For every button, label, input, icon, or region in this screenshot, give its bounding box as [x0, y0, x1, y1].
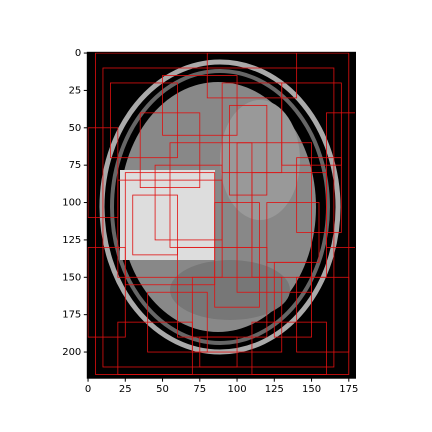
y-tick-label: 175 — [62, 310, 81, 321]
bounding-box — [199, 336, 238, 368]
y-tick-label: 150 — [62, 272, 81, 283]
y-tick-label: 50 — [69, 123, 82, 134]
x-tick-label: 50 — [156, 384, 169, 395]
y-tick-label: 75 — [69, 160, 82, 171]
x-tick-label: 150 — [302, 384, 321, 395]
bounding-box — [87, 246, 126, 338]
y-tick-label: 200 — [62, 347, 81, 358]
x-tick-label: 175 — [339, 384, 358, 395]
x-tick-label: 100 — [227, 384, 246, 395]
bounding-box — [87, 127, 119, 218]
x-tick-label: 125 — [265, 384, 284, 395]
bounding-box — [229, 104, 268, 196]
y-tick-label: 25 — [69, 85, 82, 96]
bounding-box — [251, 321, 327, 375]
bounding-box — [109, 82, 178, 159]
bounding-box — [296, 157, 342, 233]
x-tick-label: 0 — [85, 384, 91, 395]
bounding-box — [281, 82, 342, 166]
bounding-box — [326, 112, 356, 248]
x-tick-label: 75 — [193, 384, 206, 395]
image — [87, 52, 356, 379]
axes-frame — [86, 51, 357, 379]
bounding-box — [296, 276, 350, 353]
bounding-box — [214, 202, 260, 308]
y-tick-label: 0 — [75, 48, 81, 59]
bounding-box — [273, 261, 312, 338]
bounding-box — [162, 75, 238, 136]
y-tick-label: 100 — [62, 198, 81, 209]
bounding-box — [117, 321, 193, 375]
bounding-box — [139, 112, 201, 188]
x-tick-label: 25 — [119, 384, 132, 395]
y-tick-label: 125 — [62, 235, 81, 246]
